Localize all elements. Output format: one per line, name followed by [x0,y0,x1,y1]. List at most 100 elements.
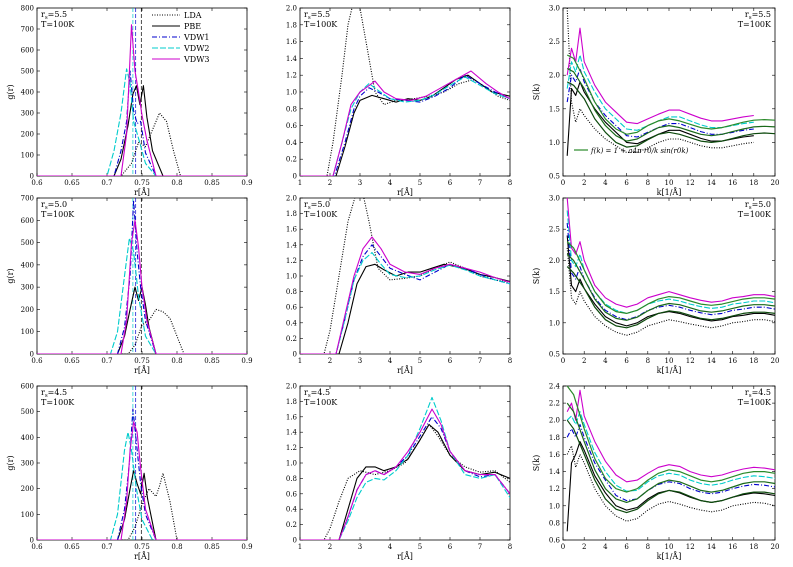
y-tick-label: 0 [293,537,297,545]
rs-label: rs=5.0 [745,200,771,211]
y-tick-label: 800 [21,5,34,13]
y-tick-label: 0.2 [286,156,297,164]
rs-symbol: r [304,10,308,19]
series-line-vdw3 [566,198,775,308]
y-tick-label: 500 [21,68,34,76]
x-tick-label: 14 [707,357,716,365]
x-tick-label: 0.8 [171,179,182,187]
x-tick-label: 0.6 [31,179,43,187]
rs-subscript: s [308,205,311,211]
y-tick-label: 0.4 [286,506,298,514]
rs-label: rs=5.5 [304,10,330,21]
x-tick-label: 0.65 [64,179,80,187]
y-tick-label: 100 [21,152,34,160]
y-axis-label: S(k) [532,455,541,472]
y-tick-label: 1.6 [286,226,298,234]
y-tick-label: 2.0 [286,195,297,203]
series-line-vdw1 [37,199,247,354]
x-tick-label: 10 [665,179,674,187]
y-axis-label: g(r) [6,84,15,99]
y-tick-label: 2.0 [549,417,560,425]
y-tick-label: 1.0 [549,502,560,510]
x-tick-label: 2 [328,543,332,551]
y-tick-label: 0.8 [549,519,560,527]
y-axis-label: g(r) [6,455,15,470]
axes-frame [36,197,248,355]
x-tick-label: 5 [418,543,422,551]
x-tick-label: 7 [478,543,482,551]
x-tick-label: 2 [328,179,332,187]
x-tick-label: 0.8 [171,543,182,551]
y-tick-label: 0.6 [286,490,298,498]
x-tick-label: 8 [646,179,650,187]
y-tick-label: 0.6 [286,122,298,130]
y-tick-label: 400 [21,89,34,97]
y-tick-label: 1.2 [286,257,297,265]
x-axis-label: k[1/Å] [657,366,682,375]
x-tick-label: 0.7 [101,179,112,187]
y-tick-label: 0.8 [286,105,297,113]
rs-subscript: s [45,15,48,21]
series-line-vdw2 [37,237,247,354]
x-tick-label: 4 [388,543,393,551]
rs-symbol: r [41,200,45,209]
y-tick-label: 300 [21,110,34,118]
rs-symbol: r [41,388,45,397]
series-line-lda [37,112,247,176]
y-axis-label: g(r) [6,268,15,283]
y-axis-label: S(k) [532,84,541,101]
x-tick-label: 20 [771,543,780,551]
panel-2-3: 0 2 4 6 8 10 12 14 16 18 20 0.5 1.0 1.5 2.0 2.5 3.0 k[1/Å… [532,195,779,376]
y-tick-label: 400 [21,261,34,269]
series-line-pbe [37,470,247,540]
rs-value: =4.5 [752,388,771,397]
series-line-vdw2 [566,210,775,314]
rs-value: =4.5 [311,388,330,397]
x-tick-label: 5 [418,179,422,187]
series-line-vdw3 [300,236,510,354]
x-tick-label: 8 [646,543,650,551]
x-tick-label: 14 [707,543,716,551]
x-tick-label: 0.65 [64,357,80,365]
y-tick-label: 1.6 [286,413,298,421]
x-tick-label: 4 [388,179,393,187]
x-tick-label: 3 [358,543,362,551]
x-tick-label: 0.75 [134,357,150,365]
x-tick-label: 0.9 [241,543,252,551]
x-tick-label: 6 [448,357,453,365]
x-tick-label: 7 [478,357,482,365]
y-tick-label: 1.8 [286,21,297,29]
x-tick-label: 0.75 [134,543,150,551]
x-axis-label: k[1/Å] [657,552,682,561]
series-line-vdw2 [300,252,510,354]
series-line-vdw3 [37,24,247,176]
y-tick-label: 700 [21,195,34,203]
x-tick-label: 0 [561,179,565,187]
y-tick-label: 1.0 [286,89,297,97]
legend-label: VDW1 [183,33,210,42]
rs-subscript: s [45,205,48,211]
y-tick-label: 0 [30,537,34,545]
plot-area [566,198,775,336]
y-tick-label: 200 [21,485,34,493]
x-tick-label: 4 [388,357,393,365]
series-line-fit2 [566,402,775,503]
y-tick-label: 1.6 [549,451,561,459]
x-tick-label: 6 [624,357,629,365]
x-tick-label: 8 [646,357,650,365]
series-line-vdw3 [566,27,754,125]
y-tick-label: 1.6 [286,38,298,46]
plot-area [566,8,775,156]
y-tick-label: 500 [21,239,34,247]
x-tick-label: 10 [665,357,674,365]
y-tick-label: 0.6 [286,304,298,312]
rs-value: =4.5 [48,388,67,397]
y-tick-label: 600 [21,383,34,391]
series-line-vdw3 [300,408,510,540]
x-axis-label: r[Å] [134,188,150,197]
y-tick-label: 1.0 [286,460,297,468]
rs-value: =5.5 [752,10,771,19]
y-tick-label: 500 [21,408,34,416]
x-tick-label: 1 [298,179,302,187]
plot-area [37,386,247,540]
